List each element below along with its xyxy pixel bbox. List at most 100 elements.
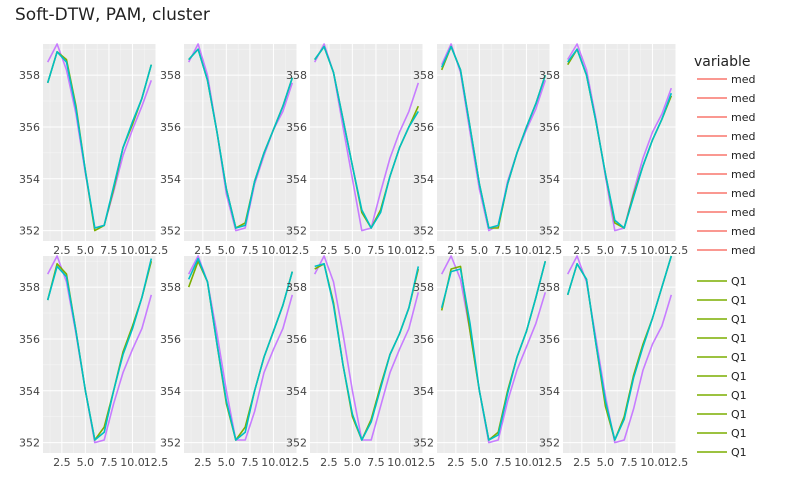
panel-background <box>184 44 297 241</box>
y-tick-label: 354 <box>413 385 434 398</box>
y-tick-label: 352 <box>286 437 307 450</box>
series-line <box>314 45 419 229</box>
y-tick-label: 352 <box>413 225 434 238</box>
chart-title: Soft-DTW, PAM, cluster <box>15 5 210 25</box>
y-tick-label: 358 <box>19 281 40 294</box>
x-tick-label: 7.5 <box>100 244 118 257</box>
x-tick-label: 2.5 <box>53 244 71 257</box>
x-tick-label: 2.5 <box>447 244 465 257</box>
x-tick-label: 7.5 <box>494 456 512 469</box>
x-tick-label: 10.0 <box>514 244 539 257</box>
x-tick-label: 12.5 <box>144 456 169 469</box>
legend-label: Q1 <box>731 408 747 421</box>
series-line <box>567 48 673 229</box>
panel-background <box>43 256 156 453</box>
x-tick-label: 12.5 <box>664 244 689 257</box>
y-tick-label: 356 <box>286 121 307 134</box>
x-tick-label: 5.0 <box>344 244 362 257</box>
x-tick-label: 5.0 <box>597 456 615 469</box>
x-tick-label: 12.5 <box>144 244 169 257</box>
series-line <box>313 255 420 441</box>
legend-label: Q1 <box>731 427 747 440</box>
y-tick-label: 354 <box>286 173 307 186</box>
x-tick-label: 2.5 <box>53 456 71 469</box>
legend-label: med <box>731 244 755 257</box>
y-tick-label: 354 <box>19 173 40 186</box>
x-tick-label: 7.5 <box>367 456 385 469</box>
y-tick-label: 352 <box>286 225 307 238</box>
y-tick-label: 352 <box>539 225 560 238</box>
legend-label: Q1 <box>731 446 747 459</box>
x-tick-label: 2.5 <box>194 244 212 257</box>
y-tick-label: 352 <box>19 225 40 238</box>
x-tick-label: 2.5 <box>573 456 591 469</box>
x-tick-label: 7.5 <box>494 244 512 257</box>
panel-background <box>563 256 676 453</box>
panel-background <box>563 44 676 241</box>
y-tick-label: 356 <box>539 333 560 346</box>
x-tick-label: 2.5 <box>194 456 212 469</box>
x-tick-label: 7.5 <box>100 456 118 469</box>
y-tick-label: 354 <box>19 385 40 398</box>
x-tick-label: 5.0 <box>471 456 489 469</box>
x-tick-label: 12.5 <box>285 244 310 257</box>
x-tick-label: 5.0 <box>471 244 489 257</box>
x-tick-label: 7.5 <box>620 456 638 469</box>
series-line <box>566 255 673 441</box>
x-tick-label: 7.5 <box>620 244 638 257</box>
y-tick-label: 356 <box>160 121 181 134</box>
x-tick-label: 12.5 <box>538 244 563 257</box>
series-line <box>46 50 153 229</box>
legend-label: med <box>731 92 755 105</box>
legend-label: Q1 <box>731 332 747 345</box>
series-line <box>567 43 673 232</box>
y-tick-label: 354 <box>160 385 181 398</box>
y-tick-label: 356 <box>19 333 40 346</box>
series-line <box>440 45 547 229</box>
series-line <box>440 255 547 444</box>
x-tick-label: 10.0 <box>261 456 286 469</box>
panel-background <box>310 256 423 453</box>
series-line <box>46 50 153 232</box>
y-tick-label: 356 <box>539 121 560 134</box>
x-tick-label: 5.0 <box>344 456 362 469</box>
panel-background <box>437 44 550 241</box>
x-tick-label: 12.5 <box>538 456 563 469</box>
y-tick-label: 356 <box>160 333 181 346</box>
y-tick-label: 354 <box>539 173 560 186</box>
x-tick-label: 7.5 <box>241 244 259 257</box>
x-tick-label: 10.0 <box>514 456 539 469</box>
panel-background <box>184 256 297 453</box>
y-tick-label: 352 <box>160 437 181 450</box>
y-tick-label: 352 <box>539 437 560 450</box>
series-line <box>187 257 294 441</box>
x-tick-label: 5.0 <box>597 244 615 257</box>
legend-label: med <box>731 206 755 219</box>
legend-label: Q1 <box>731 294 747 307</box>
x-tick-label: 10.0 <box>120 244 145 257</box>
legend-label: Q1 <box>731 313 747 326</box>
legend-label: med <box>731 111 755 124</box>
x-tick-label: 7.5 <box>367 244 385 257</box>
y-tick-label: 356 <box>413 333 434 346</box>
legend-label: med <box>731 149 755 162</box>
x-tick-label: 10.0 <box>120 456 145 469</box>
y-tick-label: 358 <box>286 69 307 82</box>
panel-background <box>43 44 156 241</box>
panel-background <box>437 256 550 453</box>
legend-label: med <box>731 168 755 181</box>
x-tick-label: 5.0 <box>218 244 236 257</box>
x-tick-label: 5.0 <box>77 244 95 257</box>
panel-background <box>310 44 423 241</box>
x-tick-label: 7.5 <box>241 456 259 469</box>
y-tick-label: 356 <box>286 333 307 346</box>
y-tick-label: 356 <box>19 121 40 134</box>
y-tick-label: 354 <box>160 173 181 186</box>
legend-label: Q1 <box>731 389 747 402</box>
series-line <box>188 48 294 229</box>
legend-label: med <box>731 73 755 86</box>
x-tick-label: 12.5 <box>411 244 436 257</box>
x-tick-label: 5.0 <box>218 456 236 469</box>
y-tick-label: 358 <box>160 281 181 294</box>
